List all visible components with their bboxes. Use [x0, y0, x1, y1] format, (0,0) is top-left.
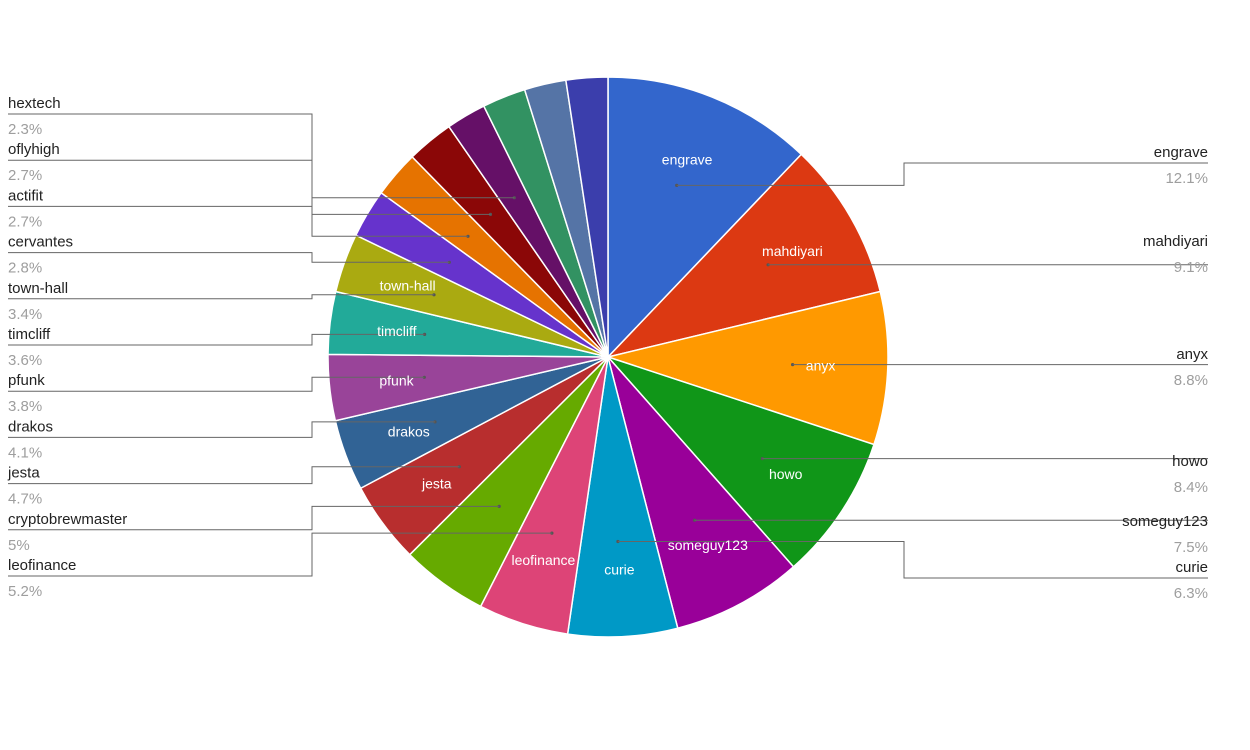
inside-label-town-hall: town-hall: [380, 277, 436, 293]
callout-town-hall: town-hall 3.4%: [8, 280, 68, 323]
callout-oflyhigh: oflyhigh 2.7%: [8, 141, 60, 184]
pie-slices: [327, 76, 889, 638]
inside-label-anyx: anyx: [806, 358, 836, 374]
callout-name-howo: howo: [1172, 453, 1208, 470]
inside-label-timcliff: timcliff: [377, 323, 417, 339]
callout-percent-jesta: 4.7%: [8, 491, 42, 508]
leader-line-leofinance: [8, 532, 552, 577]
callout-anyx: anyx 8.8%: [1174, 346, 1209, 389]
leader-line-curie: [617, 541, 1208, 579]
leader-line-cryptobrewmaster: [8, 505, 500, 531]
leader-line-hextech: [8, 113, 515, 199]
callout-actifit: actifit 2.7%: [8, 187, 44, 230]
inside-label-leofinance: leofinance: [511, 552, 575, 568]
callout-someguy123: someguy123 7.5%: [1122, 513, 1208, 556]
callout-percent-cryptobrewmaster: 5%: [8, 537, 30, 554]
leader-dot-hextech: [512, 196, 516, 200]
pie-slice-someguy123: [607, 356, 795, 630]
inside-label-jesta: jesta: [421, 475, 452, 491]
callout-name-curie: curie: [1175, 559, 1208, 576]
callout-percent-town-hall: 3.4%: [8, 306, 42, 323]
leader-line-jesta: [8, 466, 460, 485]
callout-percent-curie: 6.3%: [1174, 585, 1208, 602]
callout-name-oflyhigh: oflyhigh: [8, 141, 60, 158]
callout-name-engrave: engrave: [1154, 144, 1208, 161]
callout-percent-cervantes: 2.8%: [8, 260, 42, 277]
pie-slice-anyx: [605, 290, 889, 446]
pie-slice-mahdiyari: [605, 153, 882, 359]
callout-name-leofinance: leofinance: [8, 557, 76, 574]
callout-percent-engrave: 12.1%: [1165, 170, 1208, 187]
callout-name-jesta: jesta: [7, 465, 40, 482]
callout-hextech: hextech 2.3%: [8, 95, 61, 138]
leader-line-engrave: [676, 162, 1208, 186]
leader-line-cervantes: [8, 252, 450, 263]
callout-labels: engrave 12.1% mahdiyari 9.1% anyx 8.8% howo 8.4…: [7, 95, 1208, 602]
inside-label-mahdiyari: mahdiyari: [762, 243, 823, 259]
callout-name-hextech: hextech: [8, 95, 61, 112]
inside-label-curie: curie: [604, 562, 635, 578]
callout-percent-drakos: 4.1%: [8, 444, 42, 461]
callout-pfunk: pfunk 3.8%: [8, 372, 45, 415]
callout-name-someguy123: someguy123: [1122, 513, 1208, 530]
callout-drakos: drakos 4.1%: [8, 418, 53, 461]
inside-label-someguy123: someguy123: [668, 537, 748, 553]
callout-percent-someguy123: 7.5%: [1174, 539, 1208, 556]
leader-lines: [8, 113, 1208, 579]
callout-percent-timcliff: 3.6%: [8, 352, 42, 369]
leader-line-drakos: [8, 421, 435, 438]
callout-percent-oflyhigh: 2.7%: [8, 167, 42, 184]
callout-cryptobrewmaster: cryptobrewmaster 5%: [8, 511, 127, 554]
callout-percent-howo: 8.4%: [1174, 479, 1208, 496]
callout-howo: howo 8.4%: [1172, 453, 1208, 496]
callout-percent-leofinance: 5.2%: [8, 583, 42, 600]
pie-slice-howo: [605, 355, 875, 568]
inside-labels: engrave mahdiyari anyx howo someguy123 curie l…: [377, 152, 835, 578]
callout-name-cryptobrewmaster: cryptobrewmaster: [8, 511, 127, 528]
callout-name-timcliff: timcliff: [8, 326, 51, 343]
callout-percent-mahdiyari: 9.1%: [1174, 259, 1208, 276]
callout-percent-pfunk: 3.8%: [8, 398, 42, 415]
inside-label-drakos: drakos: [388, 424, 430, 440]
callout-name-cervantes: cervantes: [8, 234, 73, 251]
inside-label-pfunk: pfunk: [379, 372, 414, 388]
leader-line-pfunk: [8, 376, 425, 392]
callout-jesta: jesta 4.7%: [7, 465, 42, 508]
leader-line-actifit: [8, 205, 468, 237]
callout-name-mahdiyari: mahdiyari: [1143, 233, 1208, 250]
callout-name-actifit: actifit: [8, 187, 44, 204]
callout-leofinance: leofinance 5.2%: [8, 557, 76, 600]
callout-mahdiyari: mahdiyari 9.1%: [1143, 233, 1208, 276]
callout-percent-hextech: 2.3%: [8, 121, 42, 138]
callout-name-drakos: drakos: [8, 418, 53, 435]
inside-label-engrave: engrave: [662, 152, 713, 168]
callout-cervantes: cervantes 2.8%: [8, 234, 73, 277]
callout-timcliff: timcliff 3.6%: [8, 326, 51, 369]
callout-curie: curie 6.3%: [1174, 559, 1208, 602]
callout-name-town-hall: town-hall: [8, 280, 68, 297]
callout-percent-anyx: 8.8%: [1174, 372, 1208, 389]
callout-engrave: engrave 12.1%: [1154, 144, 1208, 187]
leader-line-timcliff: [8, 333, 425, 346]
pie-slice-other-3: [564, 76, 609, 358]
leader-line-town-hall: [8, 294, 434, 300]
pie-slice-engrave: [607, 76, 803, 359]
callout-percent-actifit: 2.7%: [8, 213, 42, 230]
inside-label-howo: howo: [769, 466, 803, 482]
callout-name-pfunk: pfunk: [8, 372, 45, 389]
callout-name-anyx: anyx: [1176, 346, 1208, 363]
